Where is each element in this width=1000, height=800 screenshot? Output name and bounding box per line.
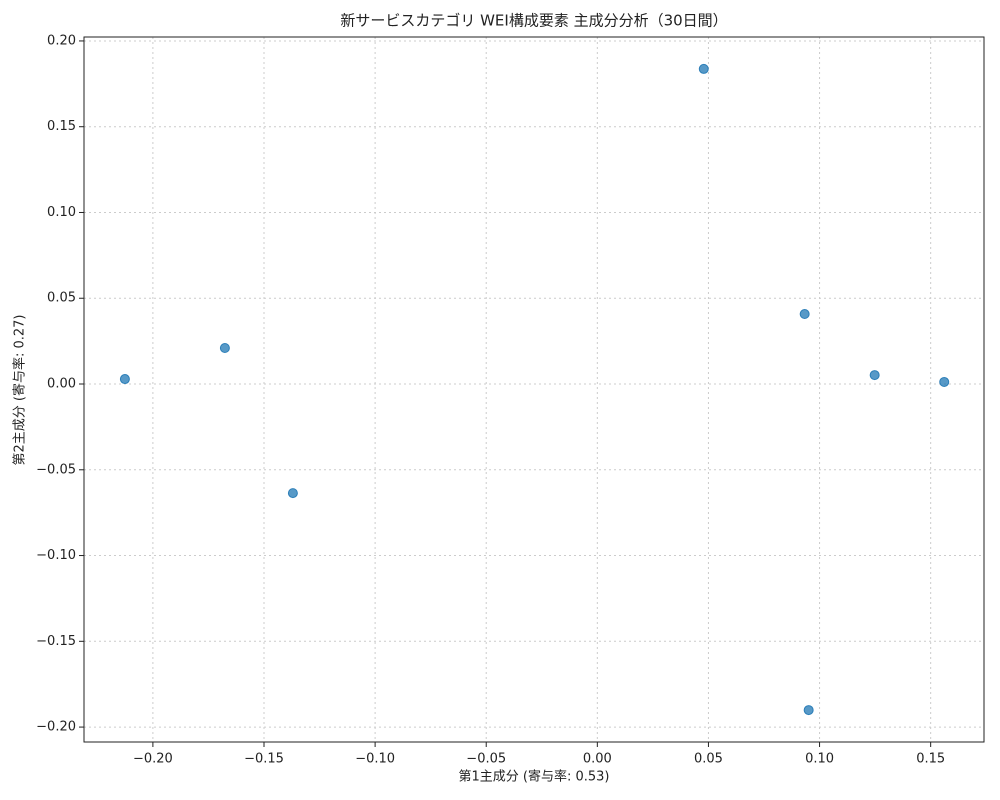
point	[803, 705, 814, 716]
point	[799, 309, 810, 320]
x-tick-label: 0.10	[805, 752, 834, 767]
point	[698, 63, 709, 74]
y-tick-label: 0.20	[47, 33, 76, 48]
x-tick-label: 0.00	[583, 752, 612, 767]
point	[119, 374, 130, 385]
y-tick-label: 0.00	[47, 377, 76, 392]
point	[287, 488, 298, 499]
y-tick-label: 0.10	[47, 205, 76, 220]
point	[869, 370, 880, 381]
x-tick-label: −0.05	[466, 752, 506, 767]
grid	[84, 37, 984, 742]
y-tick-label: −0.15	[36, 634, 76, 649]
points	[119, 63, 950, 716]
y-axis-label: 第2主成分 (寄与率: 0.27)	[12, 314, 28, 465]
y-tick-label: −0.05	[36, 462, 76, 477]
y-tick-label: −0.20	[36, 720, 76, 735]
plot-frame	[83, 36, 985, 743]
point	[939, 376, 950, 387]
x-axis-label: 第1主成分 (寄与率: 0.53)	[458, 769, 609, 785]
x-tick-label: −0.10	[355, 752, 395, 767]
x-tick-label: 0.15	[916, 752, 945, 767]
x-tick-label: −0.20	[133, 752, 173, 767]
point	[219, 342, 230, 353]
y-tick-label: −0.10	[36, 548, 76, 563]
y-tick-label: 0.15	[47, 119, 76, 134]
chart-title: 新サービスカテゴリ WEI構成要素 主成分分析（30日間）	[340, 12, 727, 30]
x-tick-label: 0.05	[694, 752, 723, 767]
x-tick-label: −0.15	[244, 752, 284, 767]
y-tick-label: 0.05	[47, 291, 76, 306]
